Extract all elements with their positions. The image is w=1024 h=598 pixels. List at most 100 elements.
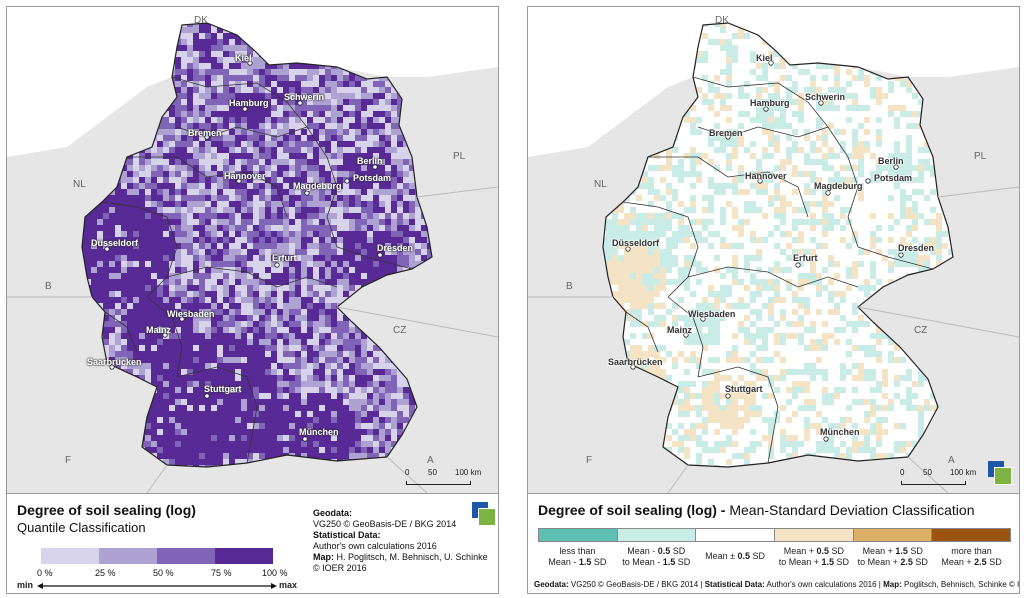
country-border bbox=[386, 456, 428, 493]
city-label-bremen: Bremen bbox=[188, 128, 222, 138]
state-border bbox=[336, 246, 413, 270]
country-label-dk: DK bbox=[715, 15, 729, 26]
credit-geodata-label: Geodata: bbox=[313, 508, 353, 518]
scale-label-0: 0 bbox=[900, 468, 905, 477]
city-label-bremen: Bremen bbox=[709, 128, 743, 138]
state-border bbox=[166, 266, 338, 288]
city-marker-hamburg bbox=[242, 106, 248, 112]
city-label-kiel: Kiel bbox=[235, 53, 252, 63]
state-border bbox=[146, 296, 183, 378]
city-label-hannover: Hannover bbox=[745, 171, 787, 181]
city-marker-mainz bbox=[162, 332, 168, 338]
city-marker-hannover bbox=[236, 178, 242, 184]
state-border bbox=[306, 126, 338, 248]
map-area-sd: DK NL B PL CZ F A Kiel Hamburg Schwerin … bbox=[528, 7, 1019, 493]
germany-border bbox=[602, 22, 954, 468]
country-label-dk: DK bbox=[194, 15, 208, 26]
legend-class-label-5: Mean + 1.5 SD to Mean + 2.5 SD bbox=[857, 546, 928, 567]
country-label-a: A bbox=[427, 455, 434, 466]
country-label-a: A bbox=[948, 455, 955, 466]
city-label-erfurt: Erfurt bbox=[272, 253, 297, 263]
min-max-arrow-icon bbox=[37, 583, 277, 589]
scale-label-50: 50 bbox=[428, 468, 437, 477]
city-marker-magdeburg bbox=[825, 190, 831, 196]
city-label-schwerin: Schwerin bbox=[805, 92, 846, 102]
legend-swatch-q1 bbox=[41, 548, 99, 564]
country-border bbox=[336, 306, 498, 338]
city-label-stuttgart: Stuttgart bbox=[725, 384, 763, 394]
city-label-saarbrucken: Saarbrücken bbox=[608, 357, 663, 367]
state-border bbox=[648, 156, 809, 218]
city-marker-kiel bbox=[768, 60, 774, 66]
state-border bbox=[622, 201, 699, 298]
credit-geodata: VG250 © GeoBasis-DE / BKG 2014 bbox=[313, 519, 457, 529]
city-label-munchen: München bbox=[299, 427, 339, 437]
legend-swatch-c2 bbox=[617, 528, 697, 542]
city-label-stuttgart: Stuttgart bbox=[204, 384, 242, 394]
city-marker-schwerin bbox=[818, 100, 824, 106]
legend-class-label-1: less than Mean - 1.5 SD bbox=[548, 546, 607, 567]
city-marker-dusseldorf bbox=[104, 246, 110, 252]
legend-color-ramp bbox=[41, 548, 273, 564]
legend-swatch-q4 bbox=[215, 548, 273, 564]
country-border bbox=[667, 464, 689, 493]
state-border bbox=[857, 246, 934, 270]
country-border bbox=[907, 456, 949, 493]
state-border bbox=[827, 126, 859, 248]
map-panel-quantile: DK NL B PL CZ F A Kiel Hamburg Schwerin … bbox=[6, 6, 499, 594]
city-marker-potsdam bbox=[865, 178, 871, 184]
city-marker-mainz bbox=[683, 332, 689, 338]
city-marker-bremen bbox=[204, 134, 210, 140]
state-border bbox=[176, 366, 258, 464]
state-border bbox=[104, 311, 138, 353]
city-marker-hamburg bbox=[763, 106, 769, 112]
country-border bbox=[146, 464, 168, 493]
city-marker-berlin bbox=[372, 164, 378, 170]
legend-swatch-c3 bbox=[696, 528, 776, 542]
legend-swatch-c5 bbox=[853, 528, 933, 542]
state-border bbox=[697, 366, 779, 464]
sea-area bbox=[7, 7, 498, 157]
city-marker-wiesbaden bbox=[179, 316, 185, 322]
city-marker-saarbrucken bbox=[630, 364, 636, 370]
legend-tick-100: 100 % bbox=[262, 568, 288, 578]
legend-tick-50: 50 % bbox=[153, 568, 174, 578]
city-marker-schwerin bbox=[297, 100, 303, 106]
legend-color-classes bbox=[538, 528, 1012, 542]
scale-bar bbox=[901, 481, 966, 485]
city-label-mainz: Mainz bbox=[667, 325, 693, 335]
city-label-hannover: Hannover bbox=[224, 171, 266, 181]
city-marker-dresden bbox=[377, 252, 383, 258]
city-marker-potsdam bbox=[344, 178, 350, 184]
city-label-magdeburg: Magdeburg bbox=[293, 181, 342, 191]
legend-title: Degree of soil sealing (log) bbox=[17, 502, 196, 518]
city-marker-munchen bbox=[823, 436, 829, 442]
germany-map-quantile bbox=[7, 7, 498, 493]
country-label-cz: CZ bbox=[393, 325, 407, 336]
credit-map-label: Map: bbox=[313, 552, 334, 562]
country-label-b: B bbox=[566, 281, 573, 292]
city-label-berlin: Berlin bbox=[878, 156, 904, 166]
city-marker-dusseldorf bbox=[625, 246, 631, 252]
state-border bbox=[667, 296, 704, 378]
scale-label-0: 0 bbox=[405, 468, 410, 477]
city-marker-hannover bbox=[757, 178, 763, 184]
city-marker-wiesbaden bbox=[700, 316, 706, 322]
city-label-wiesbaden: Wiesbaden bbox=[167, 309, 215, 319]
city-label-erfurt: Erfurt bbox=[793, 253, 818, 263]
city-marker-erfurt bbox=[795, 262, 801, 268]
legend-swatch-q2 bbox=[99, 548, 157, 564]
city-label-potsdam: Potsdam bbox=[353, 173, 392, 183]
city-label-dresden: Dresden bbox=[377, 243, 414, 253]
country-label-nl: NL bbox=[73, 179, 86, 190]
country-border bbox=[857, 306, 1019, 338]
city-label-saarbrucken: Saarbrücken bbox=[87, 357, 142, 367]
country-label-f: F bbox=[65, 455, 72, 466]
city-label-dusseldorf: Düsseldorf bbox=[91, 238, 139, 248]
city-marker-stuttgart bbox=[725, 393, 731, 399]
country-label-nl: NL bbox=[594, 179, 607, 190]
city-marker-dresden bbox=[898, 252, 904, 258]
city-label-wiesbaden: Wiesbaden bbox=[688, 309, 736, 319]
legend-title-rest: Mean-Standard Deviation Classification bbox=[729, 502, 975, 518]
legend-max-label: max bbox=[279, 580, 298, 590]
